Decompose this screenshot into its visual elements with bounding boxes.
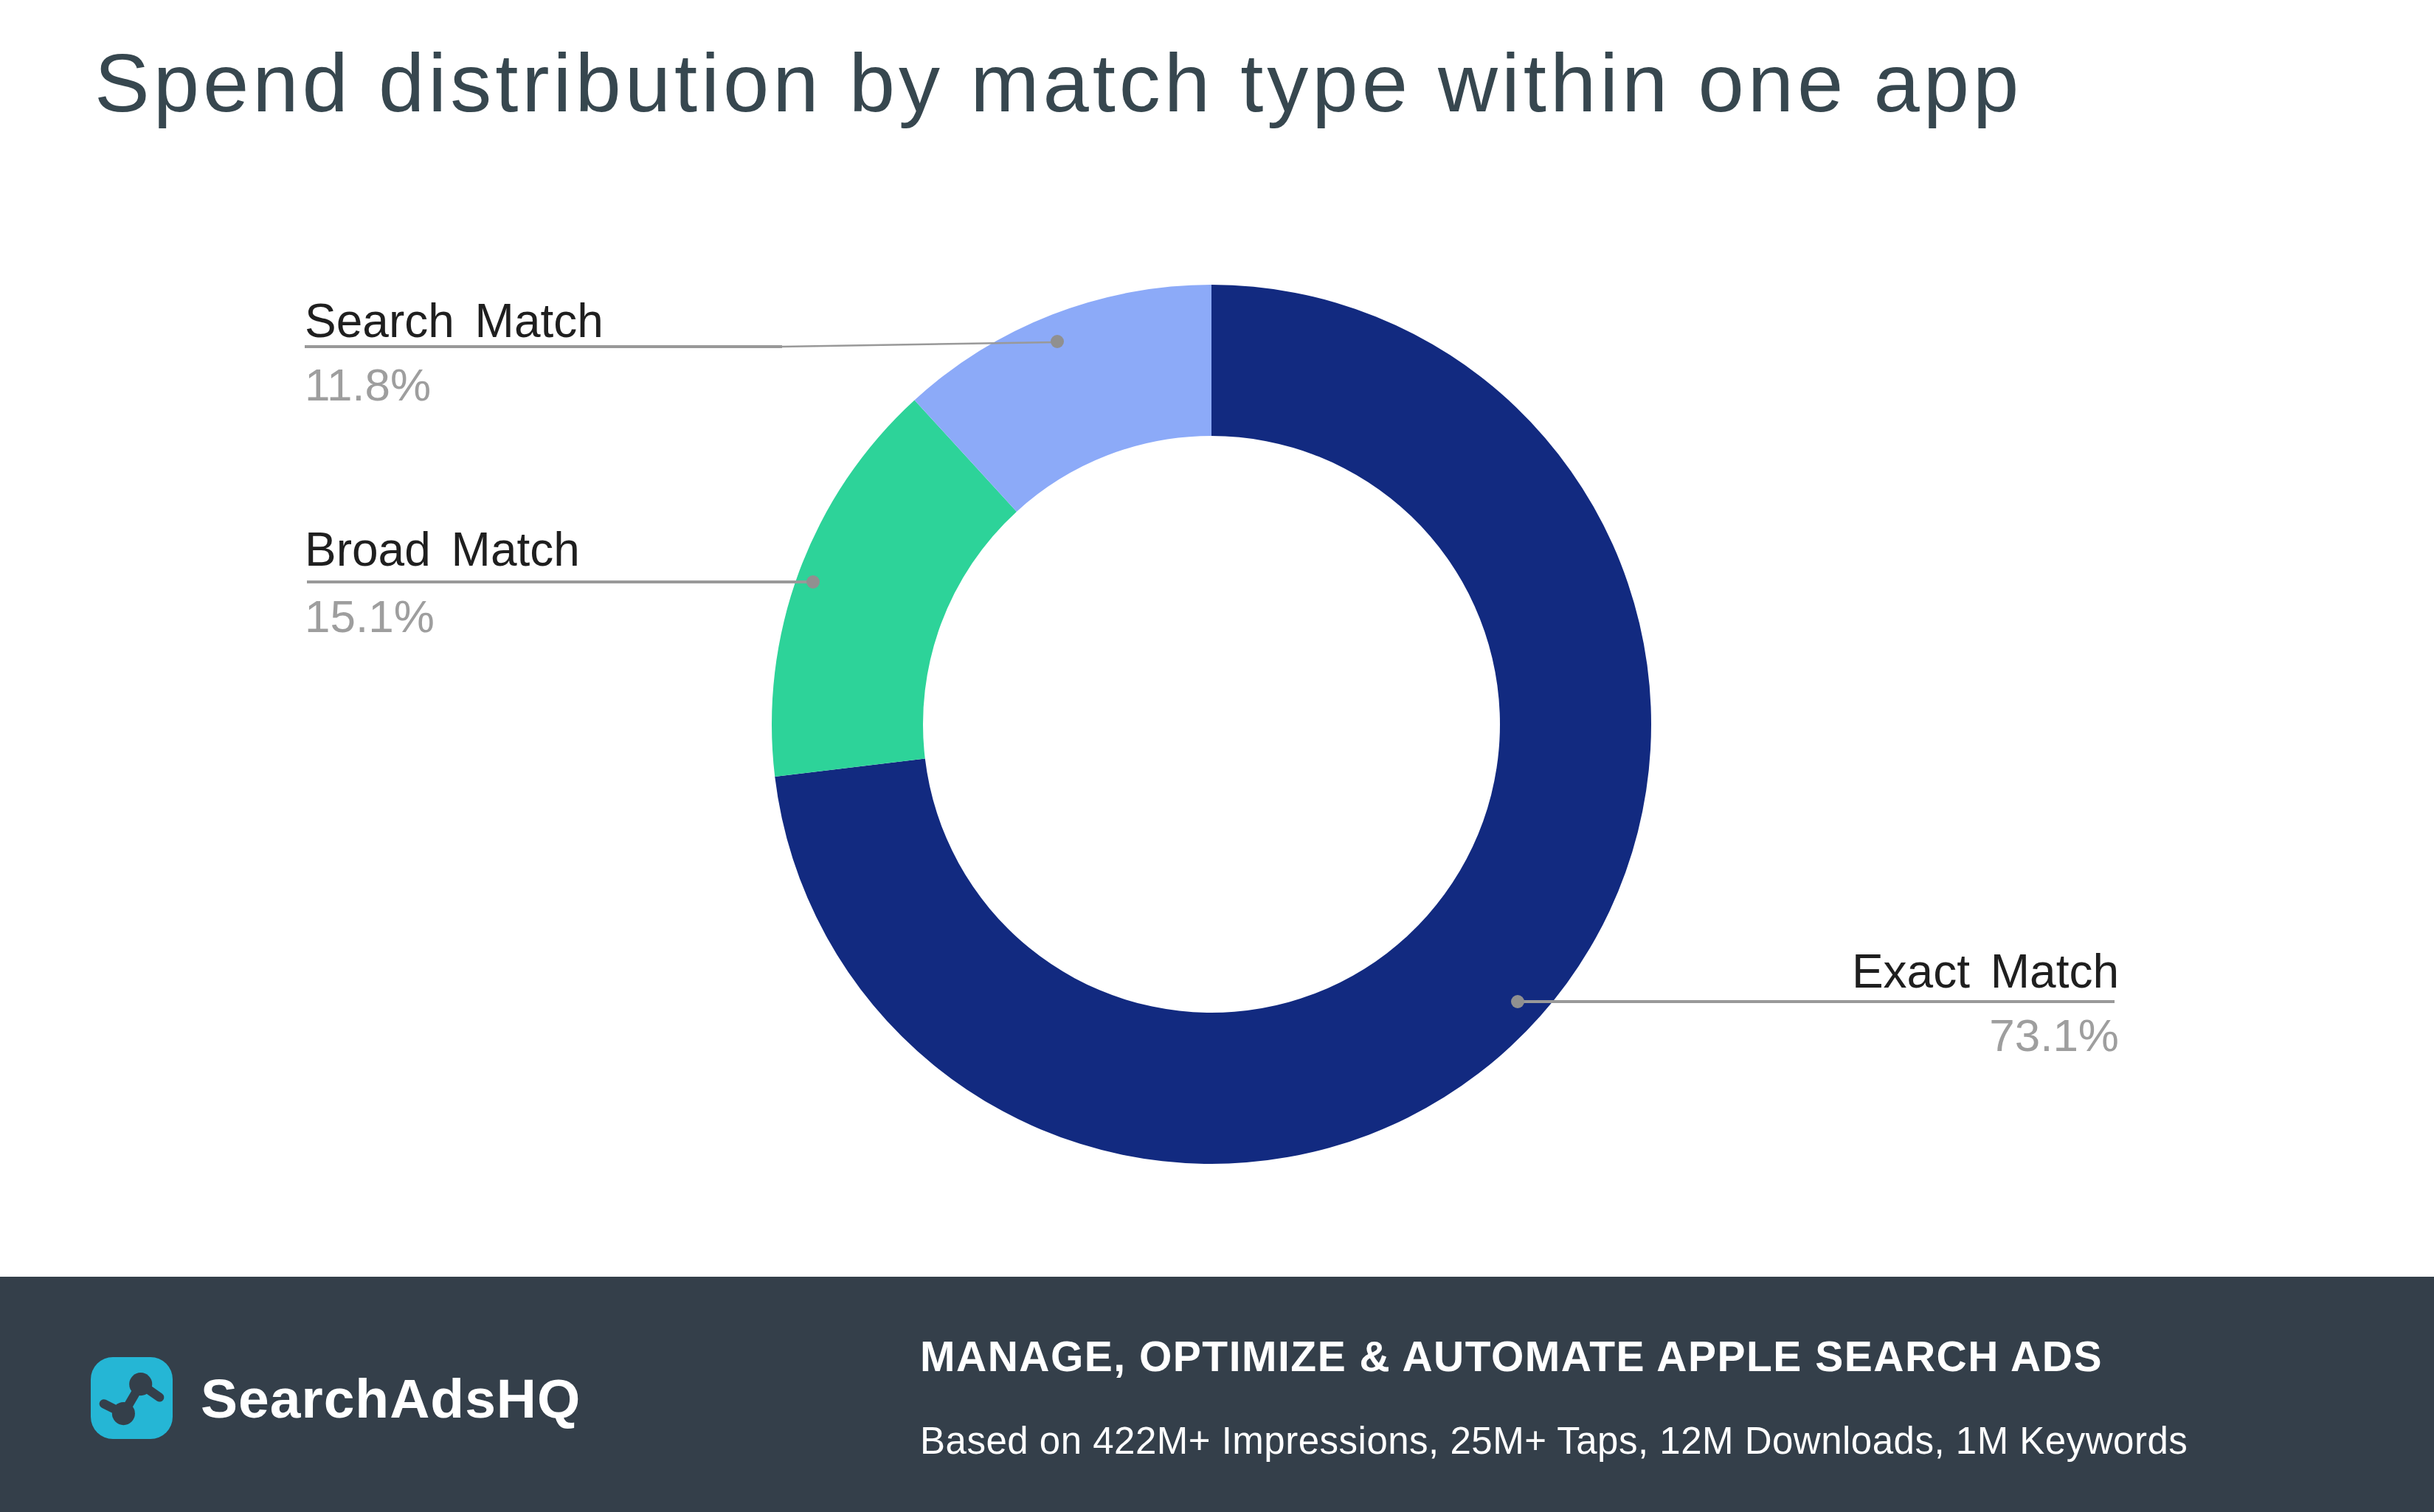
search-match-anchor-dot xyxy=(1051,335,1064,348)
broad-match-anchor-dot xyxy=(806,575,820,589)
searchadshq-logo-icon xyxy=(91,1357,173,1439)
brand-name: SearchAdsHQ xyxy=(201,1367,581,1430)
donut-slices xyxy=(772,285,1651,1164)
exact-match-value: 73.1% xyxy=(1989,1009,2119,1061)
footer-banner: SearchAdsHQ MANAGE, OPTIMIZE & AUTOMATE … xyxy=(0,1277,2434,1512)
exact-match-label: Exact Match xyxy=(1852,944,2119,999)
broad-match-value: 15.1% xyxy=(305,590,435,642)
search-match-value: 11.8% xyxy=(305,358,431,411)
footer-headline: MANAGE, OPTIMIZE & AUTOMATE APPLE SEARCH… xyxy=(920,1332,2103,1381)
sparkline-icon xyxy=(91,1357,173,1439)
brand-lockup: SearchAdsHQ xyxy=(91,1357,581,1439)
exact-match-anchor-dot xyxy=(1511,995,1524,1008)
broad-match-label: Broad Match xyxy=(305,522,580,577)
footer-subline: Based on 422M+ Impressions, 25M+ Taps, 1… xyxy=(920,1419,2188,1463)
slide: Spend distribution by match type within … xyxy=(0,0,2434,1512)
search-match-label: Search Match xyxy=(305,294,604,348)
